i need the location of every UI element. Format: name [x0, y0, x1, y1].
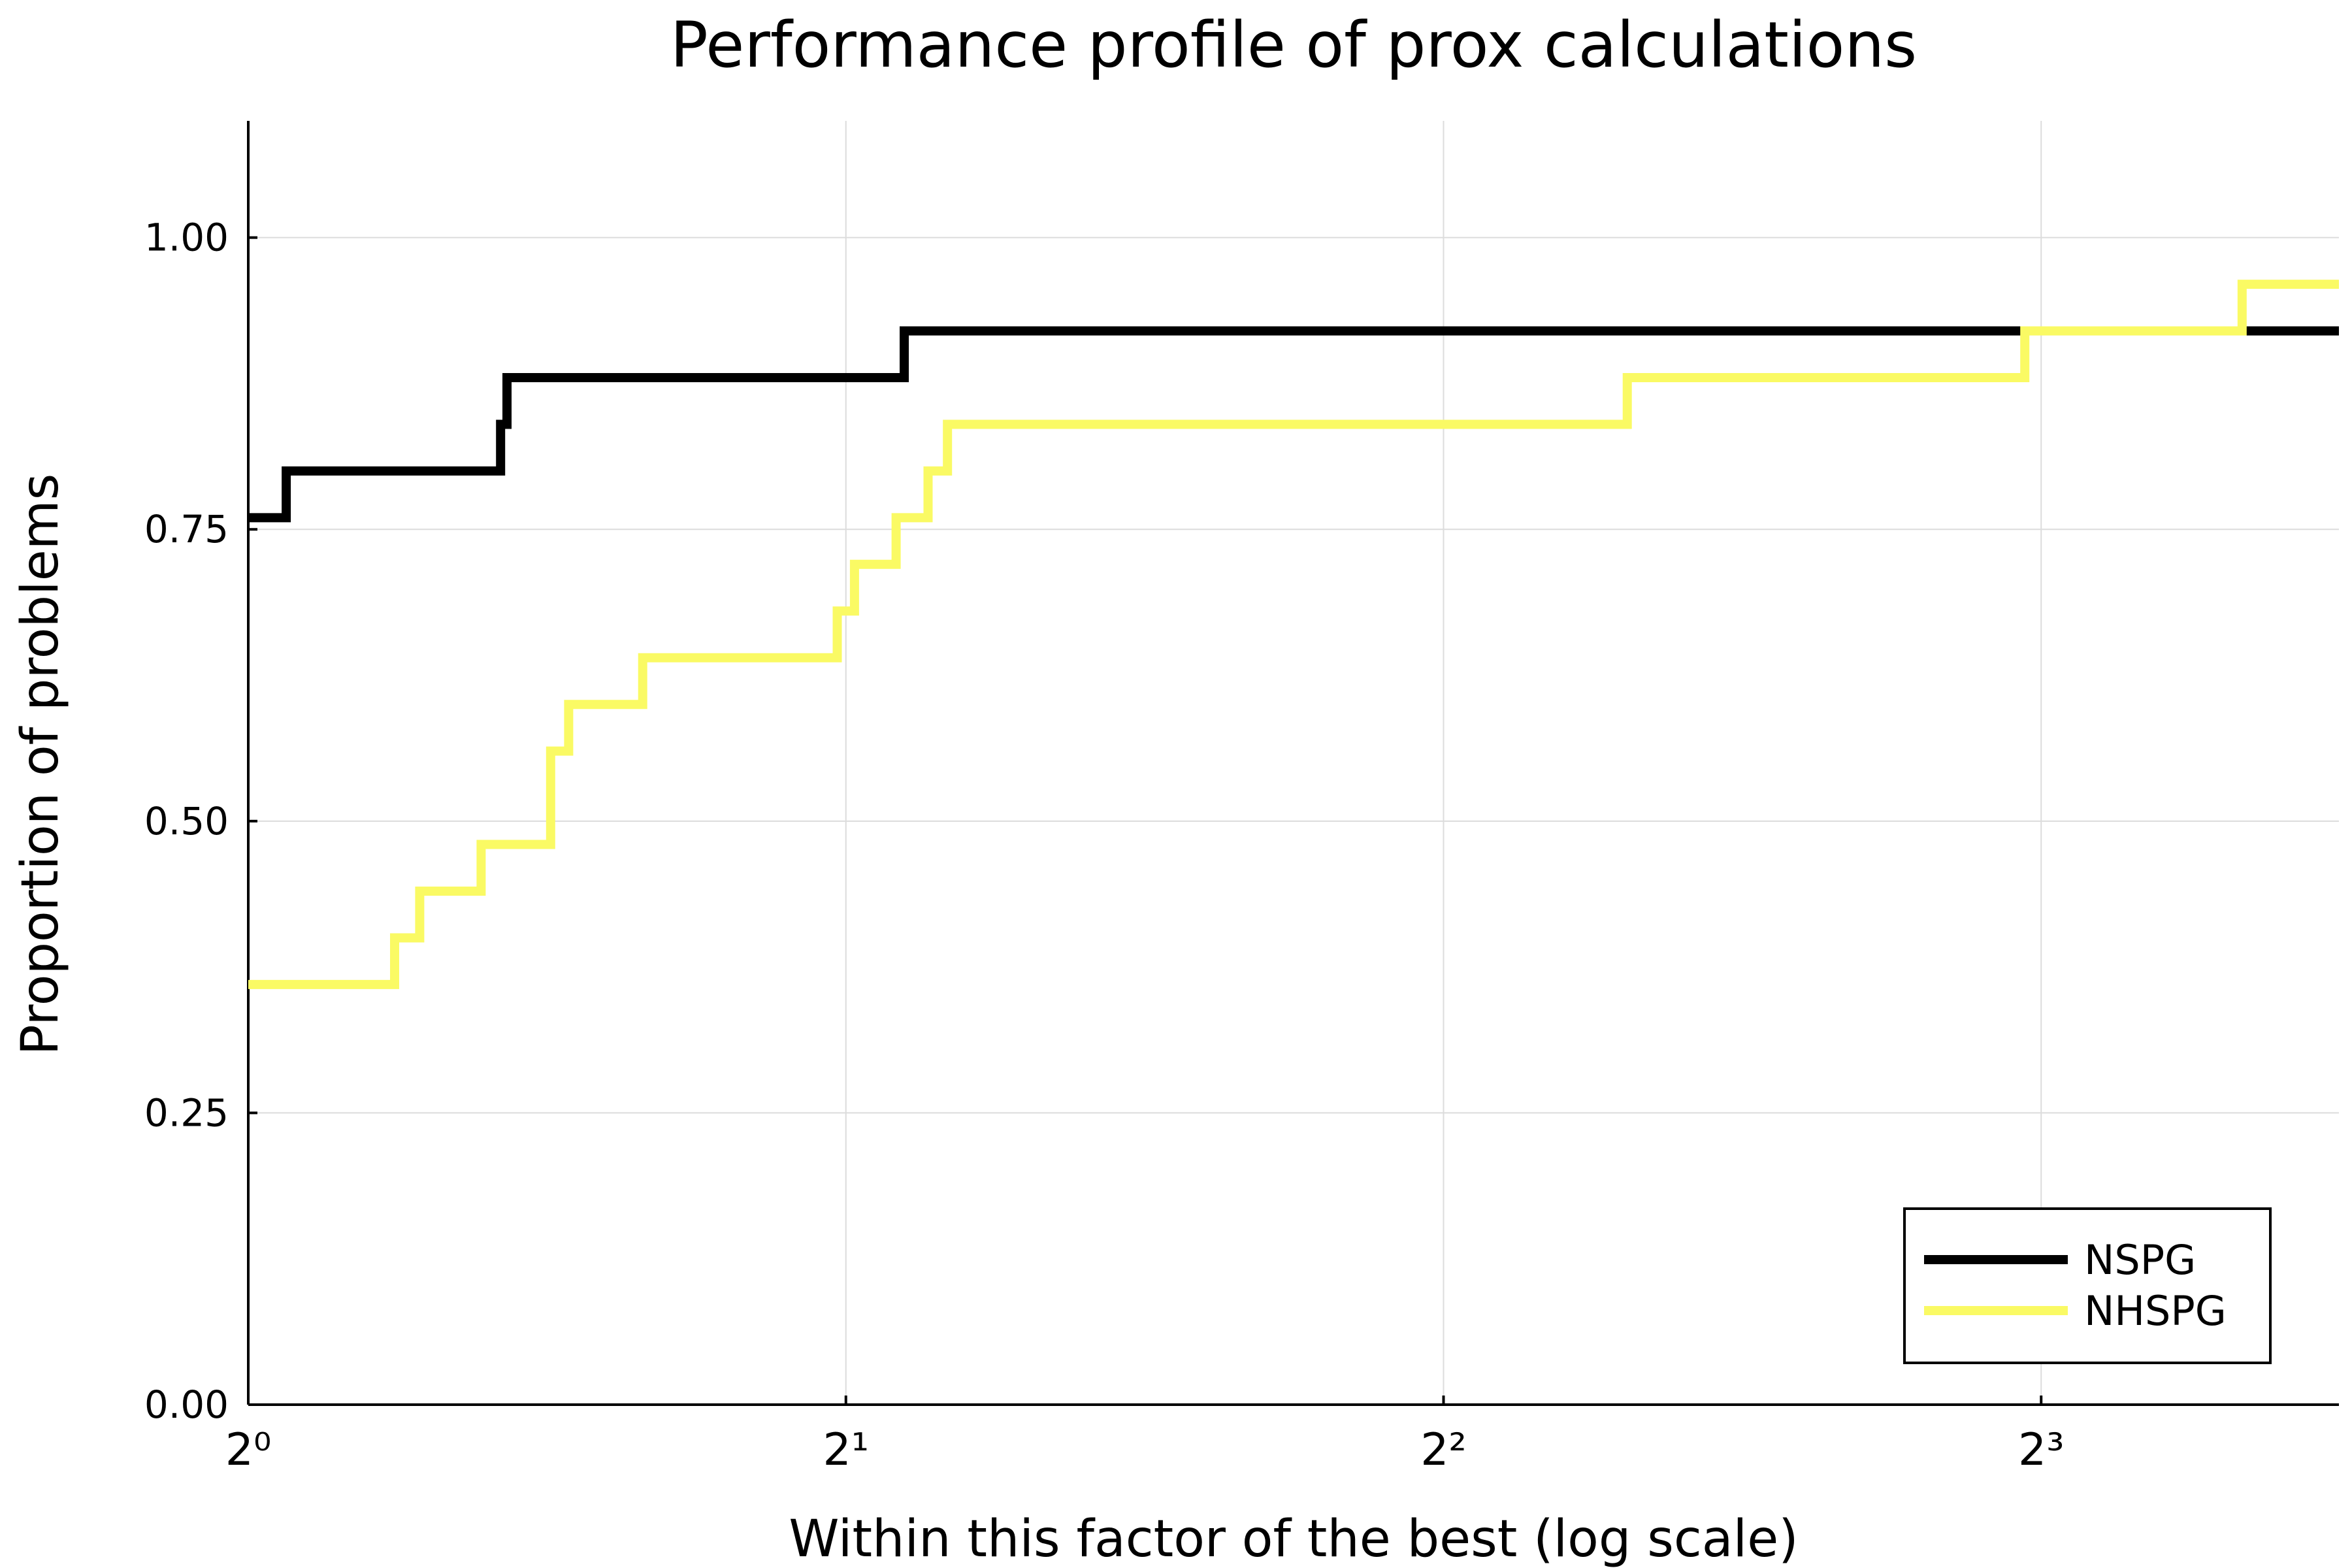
axes: [247, 121, 2339, 1406]
y-tick-label: 1.00: [144, 216, 229, 260]
y-tick-label: 0.25: [144, 1090, 229, 1135]
y-tick-label: 0.00: [144, 1382, 229, 1427]
y-tick-label: 0.75: [144, 507, 229, 551]
y-tick-label: 0.50: [144, 799, 229, 843]
series-line-nspg: [248, 326, 2339, 523]
x-tick-label: 2²: [1420, 1424, 1467, 1476]
chart-title: Performance profile of prox calculations: [670, 8, 1917, 82]
legend: NSPG NHSPG: [1903, 1207, 2272, 1364]
x-axis-label: Within this factor of the best (log scal…: [789, 1510, 1798, 1568]
tick-labels: 0.00 0.25 0.50 0.75 1.00 2⁰ 2¹ 2² 2³: [144, 216, 2065, 1476]
data-series: [248, 280, 2339, 989]
legend-box: [1903, 1207, 2272, 1364]
x-tick-label: 2⁰: [225, 1424, 272, 1476]
grid-lines: [248, 121, 2339, 1405]
x-tick-label: 2³: [2018, 1424, 2065, 1476]
x-tick-label: 2¹: [823, 1424, 869, 1476]
y-axis-label: Proportion of problems: [11, 474, 70, 1056]
legend-label-nspg: NSPG: [2084, 1236, 2196, 1284]
series-line-nhspg: [248, 280, 2339, 989]
legend-label-nhspg: NHSPG: [2084, 1287, 2227, 1335]
